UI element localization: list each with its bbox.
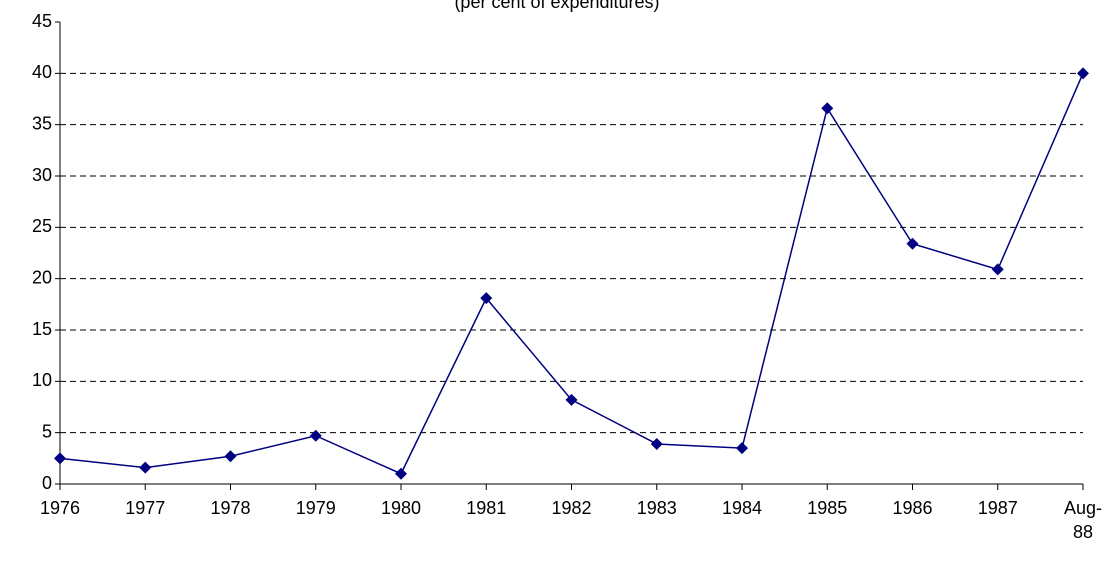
x-tick-label-box: 1983 bbox=[636, 498, 677, 518]
x-tick-label-box: 1982 bbox=[551, 498, 592, 518]
line bbox=[59, 73, 1084, 475]
marker bbox=[139, 461, 152, 474]
marker bbox=[565, 393, 578, 406]
x-tick-label: 1979 bbox=[295, 498, 336, 518]
y-tick-label: 40 bbox=[32, 62, 52, 82]
x-tick-label: 1986 bbox=[892, 498, 933, 518]
x-tick-label: 1987 bbox=[977, 498, 1018, 518]
x-tick-label-box: 1976 bbox=[39, 498, 81, 518]
x-tick-label: 1981 bbox=[466, 498, 507, 518]
y-tick-label: 35 bbox=[32, 113, 52, 133]
y-tick-label: 0 bbox=[42, 473, 52, 493]
marker bbox=[821, 102, 834, 115]
x-tick-label: 1982 bbox=[551, 498, 592, 518]
x-tick-label-box: 1986 bbox=[892, 498, 933, 518]
x-tick-label-box: 1981 bbox=[466, 498, 507, 518]
x-tick-label: 1984 bbox=[721, 498, 763, 518]
x-tick-label-box: 1985 bbox=[807, 498, 848, 518]
x-tick-label: Aug-88 bbox=[1063, 498, 1103, 542]
marker bbox=[395, 467, 407, 480]
x-tick-label-box: 1977 bbox=[125, 498, 166, 518]
marker bbox=[736, 442, 748, 455]
marker bbox=[54, 452, 66, 465]
marker bbox=[650, 437, 663, 450]
marker bbox=[309, 429, 322, 442]
x-tick-label: 1977 bbox=[125, 498, 166, 518]
y-tick-label: 20 bbox=[32, 267, 52, 287]
x-tick-label-box: Aug-88 bbox=[1063, 498, 1103, 542]
x-tick-label-box: 1978 bbox=[210, 498, 251, 518]
marker bbox=[480, 292, 493, 305]
marker bbox=[906, 237, 919, 250]
x-tick-label: 1976 bbox=[39, 498, 81, 518]
x-tick-label-box: 1984 bbox=[721, 498, 763, 518]
x-tick-label-box: 1987 bbox=[977, 498, 1018, 518]
y-tick-label: 10 bbox=[32, 370, 52, 390]
y-tick-label: 45 bbox=[32, 11, 52, 31]
y-tick-label: 5 bbox=[42, 421, 52, 441]
x-tick-label-box: 1979 bbox=[295, 498, 336, 518]
x-tick-label: 1985 bbox=[807, 498, 848, 518]
marker bbox=[224, 450, 237, 463]
x-tick-label: 1978 bbox=[210, 498, 251, 518]
y-tick-label: 30 bbox=[32, 165, 52, 185]
y-tick-label: 25 bbox=[32, 216, 52, 236]
y-tick-label: 15 bbox=[32, 319, 52, 339]
x-tick-label: 1980 bbox=[380, 498, 422, 518]
x-tick-label-box: 1980 bbox=[380, 498, 422, 518]
marker bbox=[991, 263, 1004, 276]
x-tick-label: 1983 bbox=[636, 498, 677, 518]
marker bbox=[1077, 67, 1089, 80]
chart-subtitle: (per cent of expenditures) bbox=[454, 0, 659, 12]
